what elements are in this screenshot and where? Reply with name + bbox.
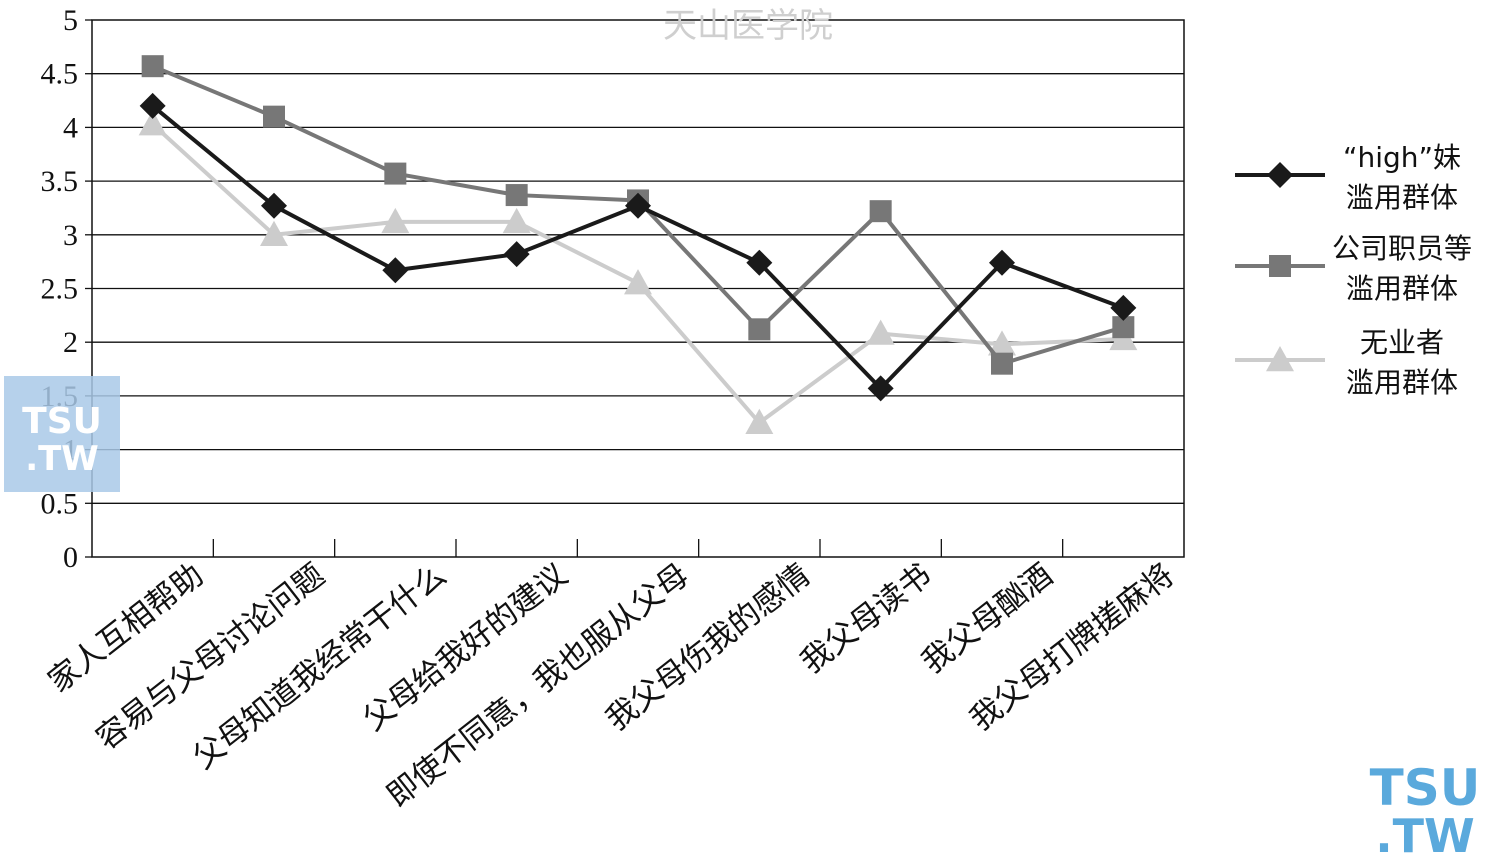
marker-diamond	[625, 192, 651, 219]
marker-square	[991, 352, 1013, 375]
watermark-logo-bottom-right: TSU .TW	[1370, 759, 1481, 863]
marker-square	[748, 318, 771, 341]
legend-label-line1: 无业者	[1360, 326, 1444, 359]
y-tick-label: 3.5	[41, 165, 79, 198]
watermark-logo-left-line2: .TW	[25, 439, 99, 479]
category-label: 我父母打牌搓麻将	[963, 557, 1181, 738]
y-tick-label: 0	[63, 541, 78, 574]
category-labels: 家人互相帮助容易与父母讨论问题父母知道我经常干什么父母给我好的建议即使不同意，我…	[42, 557, 1181, 814]
marker-triangle	[988, 330, 1016, 356]
marker-square	[505, 184, 528, 207]
marker-triangle	[866, 319, 895, 345]
marker-diamond	[1267, 162, 1293, 188]
marker-triangle	[745, 408, 774, 434]
y-tick-label: 5	[63, 4, 78, 37]
marker-diamond	[1110, 294, 1137, 321]
y-tick-label: 0.5	[41, 487, 79, 520]
y-tick-label: 3	[63, 219, 78, 252]
marker-square	[263, 105, 285, 128]
marker-triangle	[138, 110, 167, 136]
marker-square	[384, 162, 407, 185]
y-tick-label: 2	[63, 326, 78, 359]
x-axis-ticks	[212, 539, 1064, 557]
marker-square	[141, 55, 164, 78]
y-tick-label: 4.5	[41, 58, 79, 91]
watermark-logo-left: TSU .TW	[4, 376, 120, 492]
marker-diamond	[746, 249, 773, 276]
series-layer	[138, 55, 1138, 434]
legend-label-line2: 滥用群体	[1346, 272, 1458, 305]
marker-diamond	[261, 192, 287, 219]
marker-triangle	[260, 220, 288, 246]
marker-square	[869, 200, 892, 223]
marker-triangle	[381, 207, 410, 234]
marker-diamond	[989, 249, 1015, 276]
plot-area-frame	[91, 19, 1185, 558]
category-label: 容易与父母讨论问题	[90, 557, 332, 757]
marker-triangle	[502, 207, 531, 234]
legend-label-line1: “high”妹	[1343, 141, 1461, 174]
marker-diamond	[382, 257, 409, 284]
category-label: 我父母伤我的感情	[599, 557, 817, 738]
y-tick-label: 4	[63, 111, 78, 144]
series-1	[139, 92, 1137, 402]
marker-triangle	[1266, 346, 1294, 372]
watermark-top-text: 天山医学院	[663, 6, 833, 46]
marker-diamond	[867, 375, 894, 402]
legend-label-line1: 公司职员等	[1332, 232, 1472, 265]
marker-diamond	[503, 241, 530, 268]
legend-label-line2: 滥用群体	[1346, 181, 1458, 214]
series-3	[138, 110, 1138, 434]
marker-triangle	[624, 269, 652, 295]
marker-diamond	[139, 92, 166, 119]
watermark-logo-left-line1: TSU	[22, 401, 102, 442]
series-line	[151, 104, 1125, 391]
watermark-logo-right-line1: TSU	[1370, 759, 1481, 817]
marker-square	[1269, 255, 1291, 277]
y-tick-label: 2.5	[41, 273, 79, 306]
category-label: 我父母读书	[794, 557, 938, 681]
category-label: 父母给我好的建议	[357, 557, 575, 738]
watermark-logo-right-line2: .TW	[1375, 809, 1475, 863]
legend-label-line2: 滥用群体	[1346, 366, 1458, 399]
marker-square	[1112, 316, 1135, 339]
